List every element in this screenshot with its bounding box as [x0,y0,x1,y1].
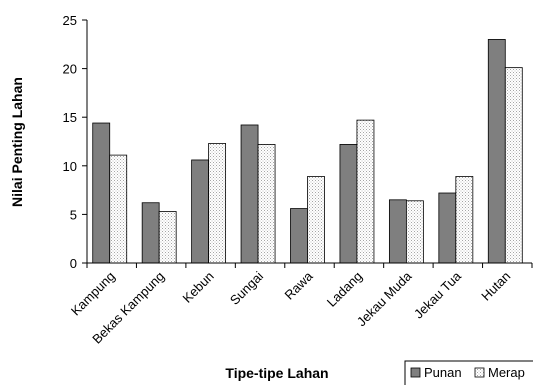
x-tick-label-rawa: Rawa [282,268,317,303]
bar-punan-hutan [487,39,506,264]
bar-punan-kebun [191,159,210,264]
x-tick-label-ladang: Ladang [324,269,365,310]
legend-swatch-merap [474,367,485,378]
y-tick-label-10: 10 [63,159,77,174]
y-tick-labels: 0 5 10 15 20 25 [63,13,77,271]
bars-layer [92,39,523,264]
bar-merap-kampung [109,154,128,264]
x-tick-label-hutan: Hutan [478,269,513,304]
y-tick-label-5: 5 [70,207,77,222]
y-axis-title: Nilai Penting Lahan [9,77,25,207]
bar-merap-sungai [257,144,276,264]
bar-merap-hutan [504,67,523,264]
bar-punan-jekau-muda [388,199,407,264]
y-tick-label-25: 25 [63,13,77,28]
bar-punan-rawa [290,208,308,264]
x-tick-label-kebun: Kebun [180,269,217,306]
x-tick-label-jekau-tua: Jekau Tua [411,268,465,322]
y-tick-label-15: 15 [63,110,77,125]
x-tick-label-sungai: Sungai [227,268,266,307]
bar-punan-ladang [339,144,358,264]
x-tick-label-kampung: Kampung [68,269,118,319]
legend: Punan Merap [404,360,533,385]
legend-swatch-punan [410,367,421,378]
bar-merap-bekas-kampung [158,211,177,264]
bar-punan-sungai [240,124,259,264]
legend-box [404,360,533,385]
bar-punan-jekau-tua [438,192,457,264]
bar-merap-jekau-muda [405,200,424,264]
axes-layer [82,19,533,268]
bar-merap-jekau-tua [455,176,474,264]
legend-label-punan: Punan [424,365,462,380]
bar-merap-rawa [307,176,325,264]
bar-merap-kebun [208,143,227,264]
y-tick-label-20: 20 [63,62,77,77]
legend-label-merap: Merap [488,365,525,380]
x-axis-title: Tipe-tipe Lahan [225,365,328,381]
bar-merap-ladang [356,119,375,264]
y-tick-label-0: 0 [70,256,77,271]
bar-punan-bekas-kampung [141,202,160,264]
bar-punan-kampung [92,122,111,264]
